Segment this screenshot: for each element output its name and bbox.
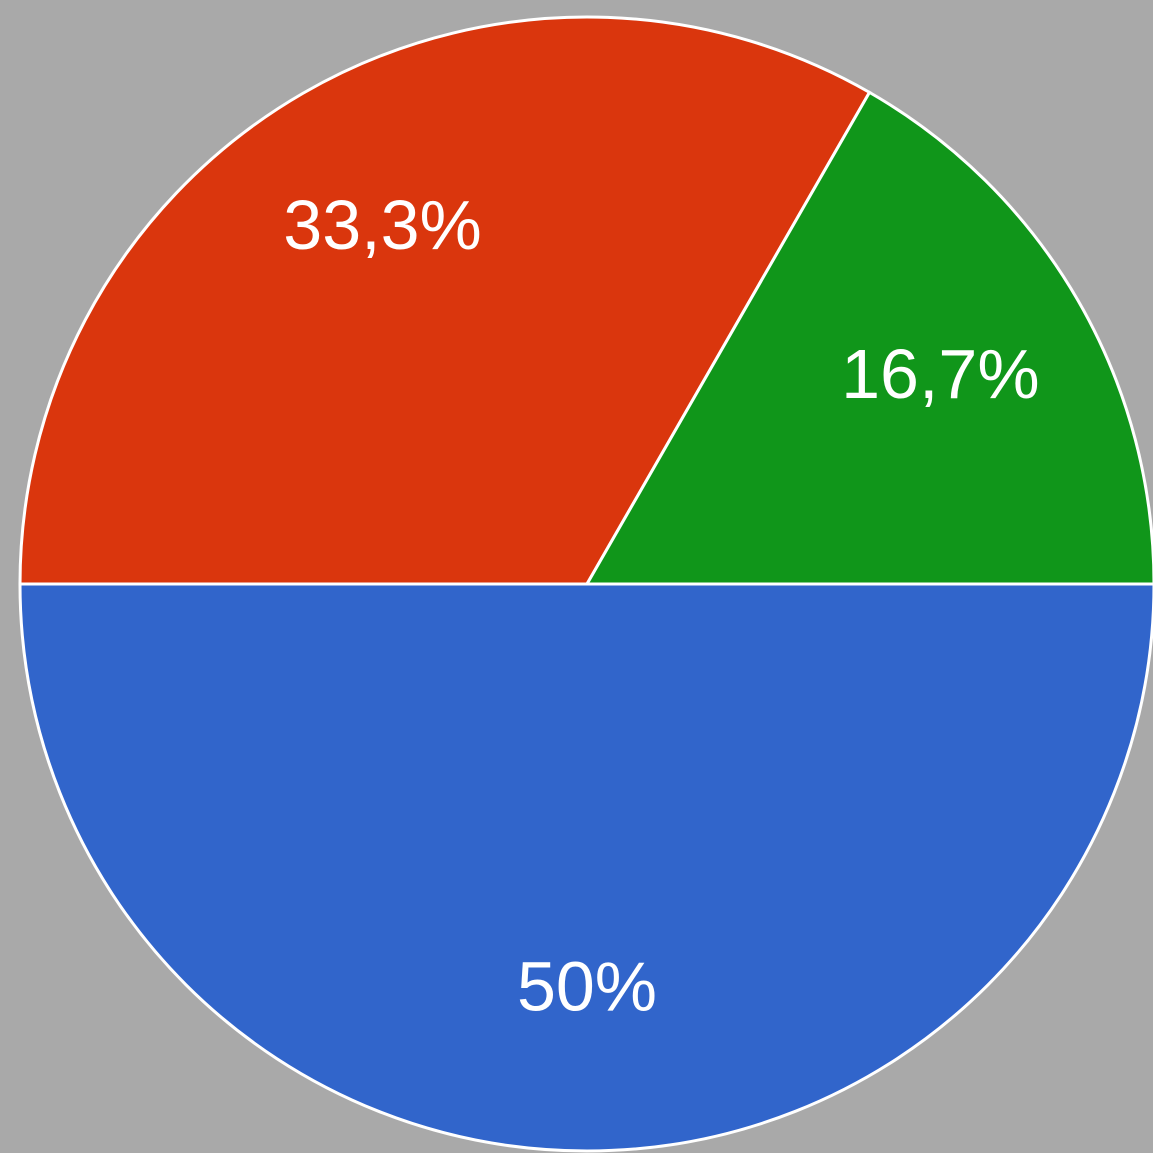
- slice-label: 33,3%: [283, 186, 481, 264]
- slice-label: 16,7%: [841, 335, 1039, 413]
- pie-slice: [18, 15, 872, 586]
- slice-label: 50%: [517, 948, 657, 1026]
- pie-slice: [584, 90, 1153, 586]
- pie-slice: [18, 582, 1153, 1153]
